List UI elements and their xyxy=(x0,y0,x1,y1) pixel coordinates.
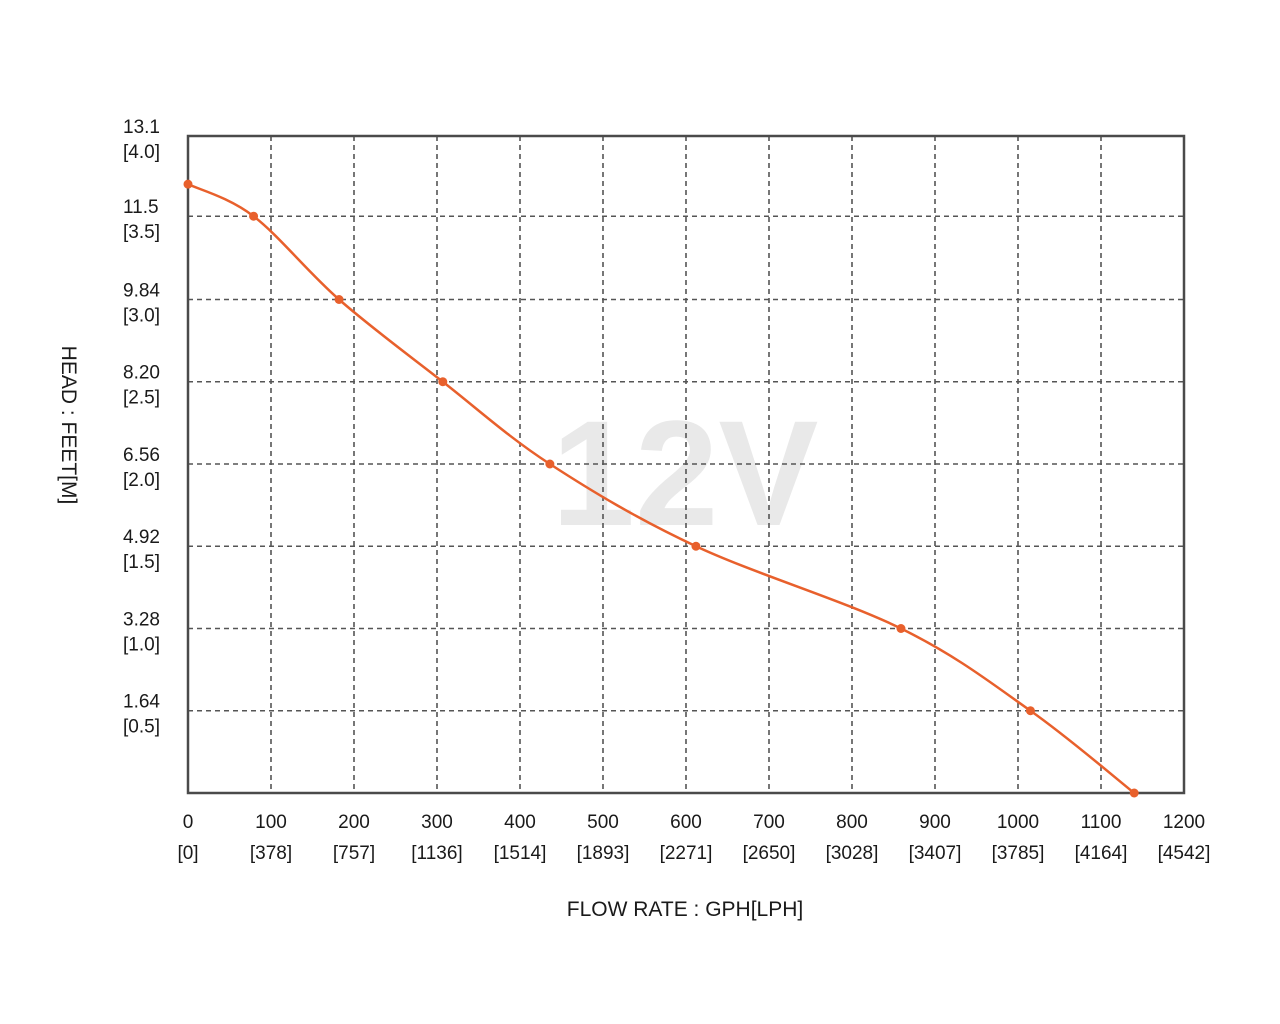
x-tick-label: 500 xyxy=(587,812,619,833)
x-tick-sublabel: [3407] xyxy=(909,843,962,864)
x-tick-label: 200 xyxy=(338,812,370,833)
series-line xyxy=(187,183,1135,794)
x-tick-label: 800 xyxy=(836,812,868,833)
x-tick-sublabel: [1136] xyxy=(411,843,462,864)
x-tick-sublabel: [2650] xyxy=(743,843,796,864)
x-tick-sublabel: [2271] xyxy=(660,843,713,864)
y-tick-label: 1.64 xyxy=(123,692,160,713)
x-tick-label: 100 xyxy=(255,812,287,833)
data-point xyxy=(249,211,259,221)
x-tick-label: 600 xyxy=(670,812,702,833)
y-tick-sublabel: [1.0] xyxy=(123,634,160,655)
y-tick-sublabel: [2.0] xyxy=(123,470,160,491)
x-tick-label: 400 xyxy=(504,812,536,833)
series-points xyxy=(183,179,1139,798)
y-tick-label: 4.92 xyxy=(123,527,160,548)
data-point xyxy=(691,541,701,551)
x-tick-label: 900 xyxy=(919,812,951,833)
y-axis-ticks: 1.64 [0.5] 3.28 [1.0] 4.92 [1.5] 6.56 [2.0] 8.20… xyxy=(123,117,160,738)
x-tick-sublabel: [757] xyxy=(333,843,375,864)
plot-area-frame xyxy=(186,134,1186,795)
x-tick-label: 1000 xyxy=(997,812,1039,833)
x-tick-label: 1200 xyxy=(1163,812,1205,833)
x-tick-label: 1100 xyxy=(1081,812,1122,833)
voltage-watermark: 12V xyxy=(552,389,819,557)
y-axis-title: HEAD : FEET[M] xyxy=(57,346,80,505)
data-point xyxy=(1025,706,1035,716)
data-point xyxy=(334,294,344,304)
y-tick-sublabel: [2.5] xyxy=(123,388,160,409)
x-tick-sublabel: [0] xyxy=(177,843,198,864)
x-tick-label: 700 xyxy=(753,812,785,833)
data-point xyxy=(1129,788,1139,798)
x-tick-sublabel: [1893] xyxy=(577,843,630,864)
x-tick-sublabel: [3028] xyxy=(826,843,879,864)
x-tick-sublabel: [1514] xyxy=(494,843,547,864)
x-axis-title: FLOW RATE : GPH[LPH] xyxy=(567,898,803,921)
data-point xyxy=(545,459,555,469)
y-tick-label: 8.20 xyxy=(123,363,160,384)
x-tick-sublabel: [4164] xyxy=(1075,843,1128,864)
x-tick-sublabel: [3785] xyxy=(992,843,1045,864)
y-tick-sublabel: [3.0] xyxy=(123,305,160,326)
x-tick-label: 300 xyxy=(421,812,453,833)
y-tick-label: 11.5 xyxy=(123,197,159,218)
data-point xyxy=(438,377,448,387)
x-axis-ticks: 0 [0] 100 [378] 200 [757] 300 [1136] 400 [1514] 50… xyxy=(177,812,1210,864)
x-tick-label: 0 xyxy=(183,812,194,833)
y-tick-sublabel: [1.5] xyxy=(123,552,160,573)
y-tick-label: 3.28 xyxy=(123,609,160,630)
y-tick-sublabel: [4.0] xyxy=(123,142,160,163)
x-tick-sublabel: [4542] xyxy=(1158,843,1211,864)
y-tick-label: 9.84 xyxy=(123,280,160,301)
y-tick-label: 13.1 xyxy=(123,117,160,138)
y-tick-sublabel: [3.5] xyxy=(123,222,160,243)
grid-lines xyxy=(188,136,1184,793)
data-point xyxy=(183,179,193,189)
y-tick-sublabel: [0.5] xyxy=(123,717,160,738)
x-tick-sublabel: [378] xyxy=(250,843,292,864)
data-point xyxy=(896,623,906,633)
y-tick-label: 6.56 xyxy=(123,445,160,466)
